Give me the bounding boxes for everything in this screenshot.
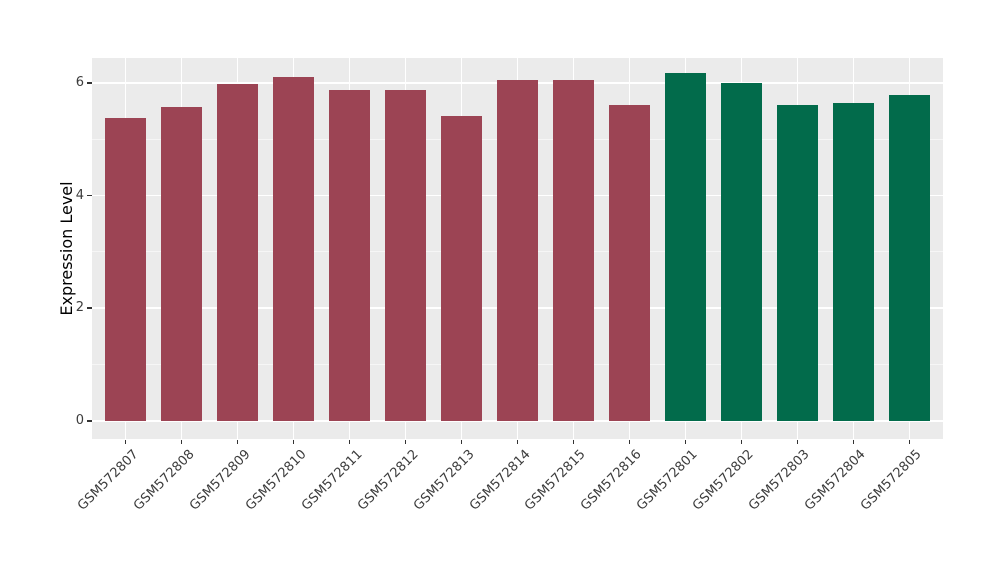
x-tick-label-GSM572805: GSM572805 (858, 447, 926, 514)
bar-GSM572808 (161, 107, 203, 421)
y-tick-label-2: 2 (75, 300, 84, 316)
y-tick-mark-2 (87, 307, 92, 309)
y-tick-mark-4 (87, 194, 92, 197)
plot-panel (92, 58, 943, 439)
x-tick-mark-GSM572809 (236, 440, 239, 444)
bar-GSM572801 (664, 72, 706, 421)
bar-GSM572802 (720, 82, 762, 421)
x-tick-mark-GSM572815 (572, 440, 575, 444)
bar-GSM572813 (441, 116, 482, 421)
x-tick-mark-GSM572810 (292, 440, 295, 444)
bar-GSM572811 (329, 90, 371, 421)
x-tick-mark-GSM572804 (852, 440, 855, 444)
bar-GSM572816 (608, 104, 650, 421)
bar-GSM572815 (552, 79, 594, 421)
y-tick-mark-6 (87, 82, 92, 84)
x-tick-mark-GSM572808 (180, 440, 183, 444)
bar-GSM572810 (273, 76, 315, 421)
bar-GSM572812 (385, 89, 427, 421)
y-tick-label-4: 4 (75, 187, 84, 203)
y-tick-mark-0 (87, 420, 92, 422)
x-tick-mark-GSM572807 (124, 440, 127, 444)
x-tick-mark-GSM572812 (404, 440, 407, 444)
x-tick-mark-GSM572805 (908, 440, 911, 444)
bar-GSM572814 (497, 79, 538, 421)
x-tick-mark-GSM572811 (348, 440, 351, 444)
y-tick-label-6: 6 (75, 74, 84, 90)
x-tick-mark-GSM572813 (460, 440, 463, 444)
bar-GSM572807 (105, 117, 147, 421)
y-tick-label-0: 0 (75, 412, 84, 428)
x-tick-mark-GSM572802 (740, 440, 743, 444)
x-tick-mark-GSM572803 (796, 440, 799, 444)
y-axis-title: Expression Level (56, 181, 76, 316)
x-tick-mark-GSM572801 (684, 440, 687, 444)
bar-GSM572805 (888, 95, 930, 421)
bar-GSM572803 (776, 104, 818, 421)
x-tick-mark-GSM572814 (516, 440, 519, 444)
bar-GSM572804 (832, 103, 874, 421)
bar-GSM572809 (217, 84, 259, 421)
x-tick-mark-GSM572816 (628, 440, 631, 444)
